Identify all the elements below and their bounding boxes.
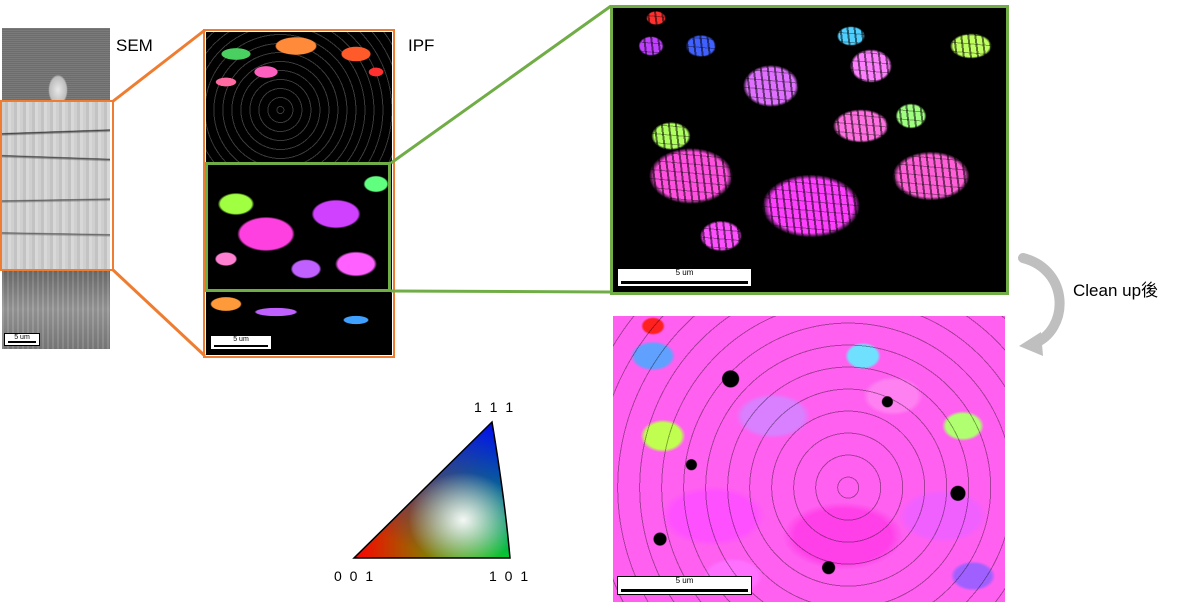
ipf-narrow-frame xyxy=(203,29,395,358)
color-key-label-101: 1 0 1 xyxy=(489,568,531,584)
ipf-raw-frame xyxy=(610,5,1009,295)
sem-scale-label: 5 um xyxy=(14,334,30,341)
sem-image-cross-section xyxy=(2,102,110,269)
green-connector-top xyxy=(390,4,612,165)
orange-connector-bottom xyxy=(110,267,207,358)
ipf-band-top xyxy=(206,32,392,162)
sem-label: SEM xyxy=(116,36,153,55)
ipf-raw-scale-label: 5 um xyxy=(675,268,694,277)
ipf-label: IPF xyxy=(408,36,435,55)
ipf-narrow-selection-box xyxy=(205,162,391,292)
ipf-raw-scale-bar: 5 um xyxy=(617,268,752,287)
color-key-label-001: 0 0 1 xyxy=(334,568,376,584)
triangle-outline xyxy=(352,420,511,559)
ipf-clean-scale-bar: 5 um xyxy=(617,576,752,595)
clean-up-label: Clean up後 xyxy=(1073,281,1159,300)
color-key-label-111: 1 1 1 xyxy=(474,399,516,415)
green-connector-bottom xyxy=(390,289,612,294)
curved-arrow-icon xyxy=(1018,253,1065,356)
sem-image-top xyxy=(2,28,110,102)
ipf-clean-scale-label: 5 um xyxy=(675,576,694,585)
ipf-narrow-scale-label: 5 um xyxy=(233,336,249,343)
ipf-band-middle xyxy=(206,164,392,289)
ipf-narrow-scale-bar: 5 um xyxy=(210,335,272,350)
ipf-map-cleaned xyxy=(613,316,1005,602)
sem-region-box xyxy=(0,100,114,271)
ipf-map-narrow: 5 um xyxy=(206,32,392,355)
sem-scale-bar: 5 um xyxy=(4,333,40,346)
ipf-color-key-triangle xyxy=(352,420,511,559)
ipf-map-raw xyxy=(611,6,1007,293)
ipf-band-bottom xyxy=(206,290,392,355)
orange-connector-top xyxy=(111,28,206,104)
